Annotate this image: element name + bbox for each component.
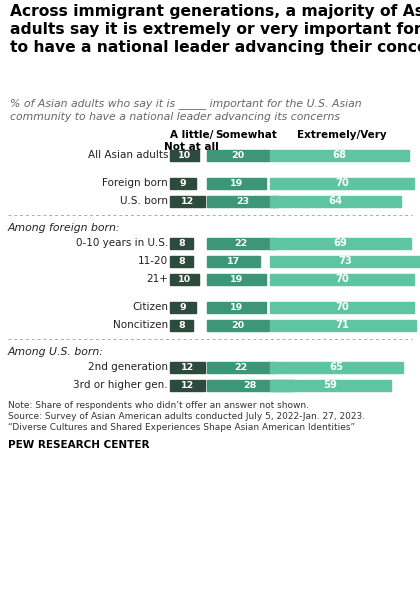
Text: 9: 9 xyxy=(180,179,186,188)
Bar xyxy=(270,362,403,373)
Text: 17: 17 xyxy=(227,257,240,266)
Bar xyxy=(170,150,199,161)
Bar xyxy=(170,178,196,189)
Text: Across immigrant generations, a majority of Asian
adults say it is extremely or : Across immigrant generations, a majority… xyxy=(10,4,420,55)
Bar xyxy=(207,196,278,207)
Bar xyxy=(270,196,401,207)
Text: 3rd or higher gen.: 3rd or higher gen. xyxy=(74,381,168,391)
Bar xyxy=(207,274,266,285)
Text: Among U.S. born:: Among U.S. born: xyxy=(8,347,104,357)
Text: 8: 8 xyxy=(178,321,185,330)
Text: 12: 12 xyxy=(181,363,194,372)
Text: Source: Survey of Asian American adults conducted July 5, 2022-Jan. 27, 2023.: Source: Survey of Asian American adults … xyxy=(8,412,365,421)
Bar xyxy=(270,320,415,331)
Text: 0-10 years in U.S.: 0-10 years in U.S. xyxy=(76,239,168,249)
Text: 59: 59 xyxy=(323,381,337,391)
Bar xyxy=(170,196,205,207)
Text: 23: 23 xyxy=(236,197,249,206)
Bar xyxy=(170,362,205,373)
Text: 22: 22 xyxy=(234,239,248,248)
Bar xyxy=(270,380,391,391)
Text: 22: 22 xyxy=(234,363,248,372)
Bar xyxy=(207,150,269,161)
Bar xyxy=(207,362,275,373)
Bar xyxy=(170,238,193,249)
Text: U.S. born: U.S. born xyxy=(120,197,168,207)
Bar xyxy=(270,256,420,267)
Text: A little/
Not at all: A little/ Not at all xyxy=(164,130,219,152)
Text: 19: 19 xyxy=(230,275,243,284)
Text: Citizen: Citizen xyxy=(132,303,168,313)
Bar xyxy=(207,320,269,331)
Text: 71: 71 xyxy=(336,320,350,330)
Bar xyxy=(170,256,193,267)
Text: % of Asian adults who say it is _____ important for the U.S. Asian
community to : % of Asian adults who say it is _____ im… xyxy=(10,98,362,122)
Text: PEW RESEARCH CENTER: PEW RESEARCH CENTER xyxy=(8,440,150,450)
Text: 20: 20 xyxy=(231,321,244,330)
Text: 20: 20 xyxy=(231,151,244,160)
Bar xyxy=(207,256,260,267)
Text: 65: 65 xyxy=(330,362,344,372)
Text: 21+: 21+ xyxy=(146,275,168,285)
Bar xyxy=(207,302,266,313)
Text: 10: 10 xyxy=(178,151,191,160)
Bar xyxy=(207,238,275,249)
Text: 73: 73 xyxy=(338,256,352,266)
Text: Extremely/Very: Extremely/Very xyxy=(297,130,386,140)
Bar xyxy=(270,238,412,249)
Bar xyxy=(270,150,410,161)
Text: 64: 64 xyxy=(328,197,343,207)
Bar xyxy=(207,178,266,189)
Text: 69: 69 xyxy=(334,239,348,249)
Text: 70: 70 xyxy=(335,303,349,313)
Text: 10: 10 xyxy=(178,275,191,284)
Text: 2nd generation: 2nd generation xyxy=(88,362,168,372)
Text: 19: 19 xyxy=(230,303,243,312)
Text: 19: 19 xyxy=(230,179,243,188)
Text: 68: 68 xyxy=(333,150,346,160)
Text: Among foreign born:: Among foreign born: xyxy=(8,223,121,233)
Text: 70: 70 xyxy=(335,179,349,188)
Bar xyxy=(270,178,414,189)
Bar xyxy=(170,320,193,331)
Text: 28: 28 xyxy=(244,381,257,390)
Bar xyxy=(170,274,199,285)
Text: All Asian adults: All Asian adults xyxy=(87,150,168,160)
Bar xyxy=(170,380,205,391)
Text: 12: 12 xyxy=(181,381,194,390)
Bar xyxy=(207,380,294,391)
Text: 70: 70 xyxy=(335,275,349,285)
Text: Foreign born: Foreign born xyxy=(102,179,168,188)
Text: 12: 12 xyxy=(181,197,194,206)
Text: Somewhat: Somewhat xyxy=(215,130,277,140)
Bar xyxy=(170,302,196,313)
Text: “Diverse Cultures and Shared Experiences Shape Asian American Identities”: “Diverse Cultures and Shared Experiences… xyxy=(8,423,355,432)
Text: 11-20: 11-20 xyxy=(138,256,168,266)
Text: 8: 8 xyxy=(178,239,185,248)
Text: Note: Share of respondents who didn’t offer an answer not shown.: Note: Share of respondents who didn’t of… xyxy=(8,401,309,410)
Text: 9: 9 xyxy=(180,303,186,312)
Text: Noncitizen: Noncitizen xyxy=(113,320,168,330)
Bar xyxy=(270,274,414,285)
Text: 8: 8 xyxy=(178,257,185,266)
Bar xyxy=(270,302,414,313)
